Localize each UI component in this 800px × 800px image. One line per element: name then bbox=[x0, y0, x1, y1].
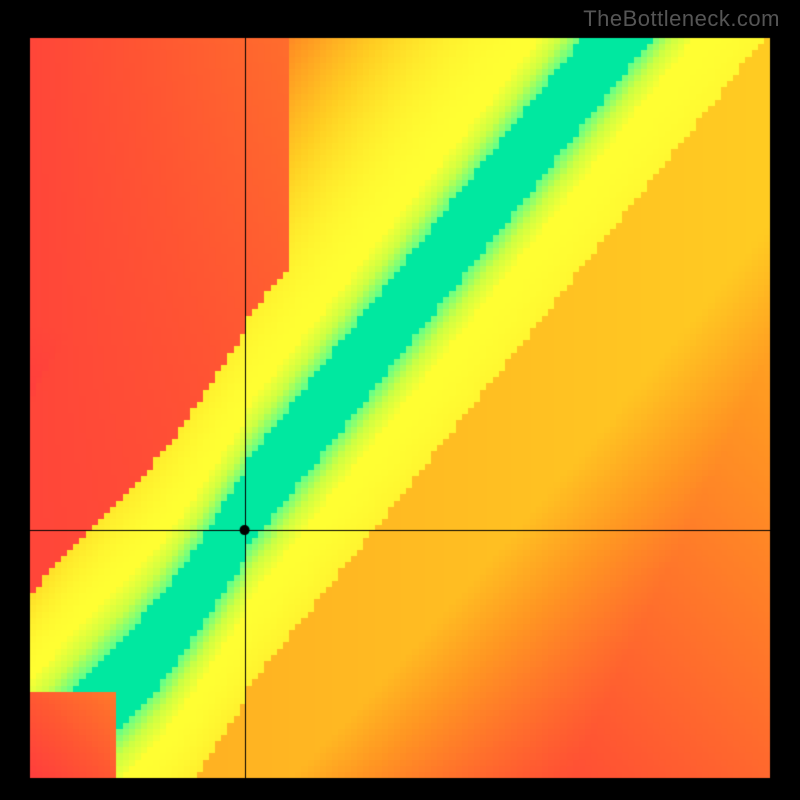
watermark-text: TheBottleneck.com bbox=[583, 6, 780, 32]
heatmap-chart bbox=[0, 0, 800, 800]
